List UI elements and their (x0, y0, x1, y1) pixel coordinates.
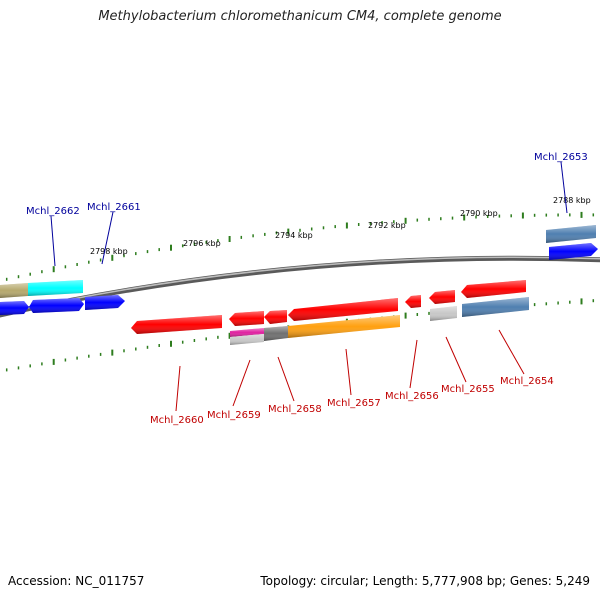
kbp-scale-labels: 2798 kbp 2796 kbp 2794 kbp 2792 kbp 2790… (90, 196, 591, 256)
genome-backbone (0, 255, 600, 318)
gene-callout-lines (50, 161, 568, 412)
kbp-label: 2796 kbp (183, 239, 221, 248)
topology-text: Topology: circular; Length: 5,777,908 bp… (260, 574, 590, 588)
gene-mchl-2658-darkgray-shade (264, 326, 288, 341)
map-title: Methylobacterium chloromethanicum CM4, c… (98, 9, 502, 24)
gene-mchl-2659-red-shade (229, 311, 264, 326)
callout-line-mchl-2656 (409, 339, 418, 389)
kbp-label: 2792 kbp (368, 221, 406, 230)
gene-mchl-2656-red-shade (405, 295, 421, 308)
gene-mchl-2658-red-shade (264, 310, 287, 324)
gene-mchl-2659-gray-shade (230, 334, 264, 345)
gene-label-mchl-2657[interactable]: Mchl_2657 (327, 398, 381, 409)
gene-mchl-2662-cyan-shade (28, 280, 83, 296)
gene-label-mchl-2660[interactable]: Mchl_2660 (150, 415, 204, 426)
accession-text: Accession: NC_011757 (8, 574, 145, 588)
gene-blue-right-shade (549, 243, 598, 260)
gene-labels: Mchl_2662 Mchl_2661 Mchl_2653 Mchl_2660 … (26, 152, 588, 426)
gene-blue-mid-shade (29, 298, 84, 313)
gene-mchl-2657-orange-shade (288, 315, 400, 338)
callout-line-mchl-2654 (498, 329, 525, 375)
gene-mchl-2655-red-shade (429, 290, 455, 304)
outer-track-genes (0, 225, 598, 315)
gene-label-mchl-2655[interactable]: Mchl_2655 (441, 384, 495, 395)
gene-mchl-2654-red-shade (461, 280, 526, 298)
callout-line-mchl-2659 (232, 359, 251, 407)
gene-blue-left-shade (0, 301, 29, 315)
gene-mchl-2653-steel-shade (546, 225, 596, 243)
outer-tick-marks (5, 211, 595, 281)
kbp-label: 2790 kbp (460, 209, 498, 218)
gene-mchl-2657-red-shade (288, 298, 398, 321)
kbp-label: 2788 kbp (553, 196, 591, 205)
gene-mchl-2661-blue-shade (85, 295, 125, 310)
gene-label-mchl-2661[interactable]: Mchl_2661 (87, 202, 141, 213)
callout-line-mchl-2655 (445, 336, 467, 383)
kbp-label: 2794 kbp (275, 231, 313, 240)
callout-line-mchl-2660 (175, 365, 181, 412)
kbp-label: 2798 kbp (90, 247, 128, 256)
callout-line-mchl-2658 (277, 356, 295, 402)
gene-label-mchl-2654[interactable]: Mchl_2654 (500, 376, 554, 387)
gene-mchl-2660-shade (131, 315, 222, 334)
gene-label-mchl-2659[interactable]: Mchl_2659 (207, 410, 261, 421)
callout-line-mchl-2657 (345, 348, 352, 396)
callout-line-mchl-2662 (50, 215, 56, 267)
gene-label-mchl-2658[interactable]: Mchl_2658 (268, 404, 322, 415)
inner-track-genes (131, 280, 529, 345)
callout-line-mchl-2661 (101, 211, 114, 265)
genome-backbone-highlight (0, 256, 600, 315)
gene-label-mchl-2653[interactable]: Mchl_2653 (534, 152, 588, 163)
gene-mchl-2654-steel-shade (462, 297, 529, 317)
gene-label-mchl-2656[interactable]: Mchl_2656 (385, 391, 439, 402)
gene-olive-shade (0, 283, 28, 298)
gene-label-mchl-2662[interactable]: Mchl_2662 (26, 206, 80, 217)
gene-mchl-2655-gray-shade (430, 306, 457, 321)
callout-line-mchl-2653 (560, 161, 568, 214)
